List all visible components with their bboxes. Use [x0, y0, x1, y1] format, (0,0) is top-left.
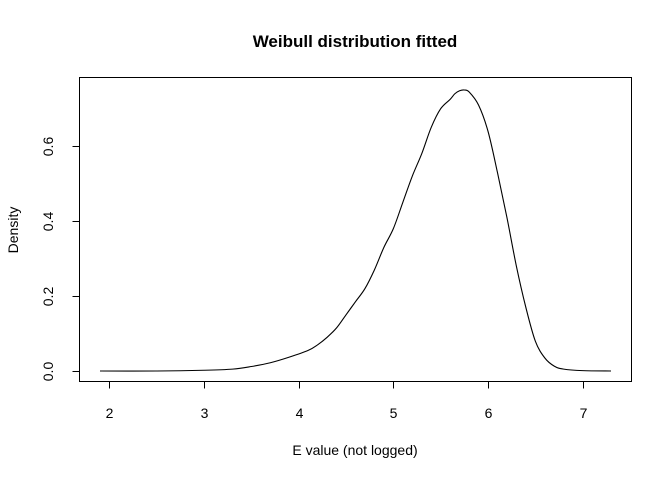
- x-tick-label: 3: [201, 405, 209, 421]
- x-tick-label: 2: [106, 405, 114, 421]
- x-tick-label: 6: [485, 405, 493, 421]
- y-tick-label: 0.4: [40, 212, 56, 232]
- y-axis-label: Density: [5, 207, 21, 254]
- x-axis-label: E value (not logged): [292, 442, 417, 458]
- x-tick-label: 7: [580, 405, 588, 421]
- plot-frame: [79, 77, 632, 382]
- density-curve: [99, 89, 612, 372]
- chart-title: Weibull distribution fitted: [253, 32, 458, 51]
- x-axis: 2 3 4 5 6 7: [106, 381, 588, 421]
- x-tick-label: 4: [296, 405, 304, 421]
- y-tick-label: 0.6: [40, 137, 56, 157]
- x-tick-label: 5: [390, 405, 398, 421]
- y-tick-label: 0.2: [40, 287, 56, 307]
- y-axis: 0.0 0.2 0.4 0.6: [40, 137, 80, 382]
- y-tick-label: 0.0: [40, 362, 56, 382]
